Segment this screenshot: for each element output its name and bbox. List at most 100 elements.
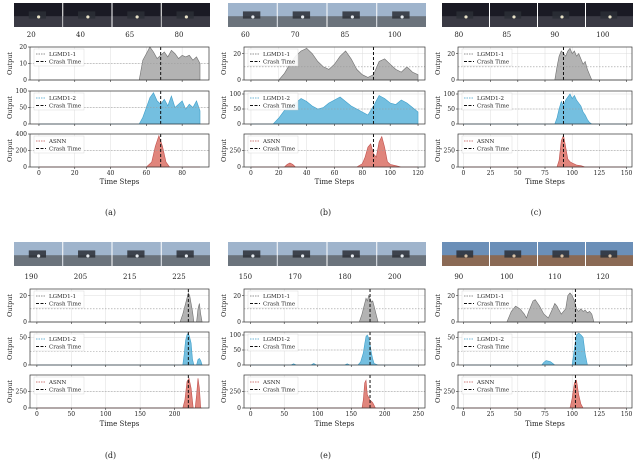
legend-label-series: LGMD1-2	[477, 337, 504, 343]
frame-step-label: 190	[25, 273, 38, 281]
frame-road	[538, 255, 585, 266]
y-tick-label: 50	[19, 105, 27, 112]
frame-step-label: 150	[239, 273, 252, 281]
x-tick-label: 120	[412, 170, 424, 177]
legend-label-series: LGMD1-1	[49, 294, 76, 300]
legend-label-crash: Crash Time	[263, 147, 295, 153]
legend-label-crash: Crash Time	[263, 345, 295, 351]
x-tick-label: 150	[621, 411, 633, 418]
frame-light	[608, 254, 612, 258]
camera-frame	[490, 242, 537, 266]
legend-label-crash: Crash Time	[49, 345, 81, 351]
series-area-asnn	[251, 135, 418, 168]
y-tick-label: 400	[16, 131, 28, 138]
legend-label-series: ASNN	[48, 139, 67, 145]
camera-frame	[161, 242, 210, 266]
frame-vehicle	[552, 11, 570, 19]
frame-road	[327, 255, 377, 266]
legend-label-crash: Crash Time	[263, 60, 295, 66]
y-tick-label: 0	[451, 362, 455, 369]
legend-label-crash: Crash Time	[477, 302, 509, 308]
series-area-lgmd2	[463, 332, 627, 366]
legend-label-series: ASNN	[262, 139, 281, 145]
x-tick-label: 150	[134, 411, 146, 418]
frame-vehicle	[600, 11, 618, 19]
subfigure-caption: (b)	[320, 208, 331, 217]
legend-box	[33, 333, 85, 352]
frame-step-label: 70	[291, 31, 300, 39]
frame-vehicle	[176, 250, 194, 258]
frame-step-label: 110	[548, 273, 561, 281]
frame-step-label: 65	[125, 31, 134, 39]
camera-frame	[442, 242, 489, 266]
subfigure-caption: (a)	[105, 208, 116, 217]
frame-vehicle	[78, 250, 96, 258]
chart-1: 20 40 65 80 0 10 20 Output LGMD1-1 Crash Time 0 50 1…	[6, 3, 210, 217]
frame-step-label: 40	[76, 31, 85, 39]
x-tick-label: 150	[346, 411, 358, 418]
frame-light	[464, 15, 468, 19]
frame-light	[184, 254, 188, 258]
x-tick-label: 60	[143, 170, 151, 177]
x-tick-label: 0	[462, 411, 466, 418]
frame-vehicle	[456, 11, 474, 19]
series-area-lgmd1	[463, 292, 627, 323]
y-tick-label: 250	[230, 148, 242, 155]
legend-box	[461, 92, 513, 111]
frame-light	[135, 254, 139, 258]
frame-light	[301, 15, 305, 19]
frame-road	[377, 255, 426, 266]
legend-label-crash: Crash Time	[477, 104, 509, 110]
x-tick-label: 100	[566, 170, 578, 177]
y-axis-label: Output	[220, 96, 228, 119]
y-tick-label: 20	[19, 44, 27, 51]
y-tick-label: 50	[233, 347, 241, 354]
frame-road	[490, 255, 537, 266]
y-tick-label: 0	[23, 77, 27, 84]
x-tick-label: 50	[514, 411, 522, 418]
frame-step-label: 85	[340, 31, 349, 39]
legend-label-crash: Crash Time	[49, 388, 81, 394]
frame-vehicle	[242, 250, 261, 258]
legend-label-crash: Crash Time	[477, 388, 509, 394]
panel-lgmd2: 0 50 Output LGMD1-2 Crash Time	[434, 331, 633, 369]
series-area-lgmd1	[463, 47, 627, 81]
frame-light	[86, 254, 90, 258]
x-axis-label: Time Steps	[100, 178, 140, 186]
legend-label-series: LGMD1-1	[49, 52, 76, 58]
x-tick-label: 125	[594, 170, 606, 177]
legend-label-crash: Crash Time	[49, 60, 81, 66]
frame-road	[327, 16, 377, 27]
x-tick-label: 100	[312, 411, 324, 418]
frame-vehicle	[242, 11, 261, 19]
y-axis-label: Output	[220, 52, 228, 75]
frame-vehicle	[504, 11, 522, 19]
series-area-lgmd1	[39, 46, 201, 81]
frame-light	[560, 254, 564, 258]
y-tick-label: 0	[23, 362, 27, 369]
camera-frame	[377, 3, 426, 27]
y-axis-label: Output	[6, 337, 14, 360]
y-tick-label: 0	[451, 121, 455, 128]
y-tick-label: 0	[23, 121, 27, 128]
legend-box	[247, 376, 299, 395]
series-area-lgmd2	[463, 93, 627, 125]
camera-frame	[277, 3, 327, 27]
x-tick-label: 250	[413, 411, 425, 418]
camera-frame	[586, 242, 633, 266]
frame-road	[14, 255, 63, 266]
frame-vehicle	[292, 250, 311, 258]
frame-light	[560, 15, 564, 19]
frame-vehicle	[504, 250, 522, 258]
panel-lgmd2: 0 50 Output LGMD1-2 Crash Time	[6, 331, 210, 369]
legend-box	[33, 376, 85, 395]
frame-road	[442, 255, 489, 266]
x-tick-label: 20	[275, 170, 283, 177]
subfigure-caption: (e)	[320, 451, 331, 460]
legend-label-series: LGMD1-1	[263, 52, 290, 58]
y-axis-label: Output	[220, 139, 228, 162]
